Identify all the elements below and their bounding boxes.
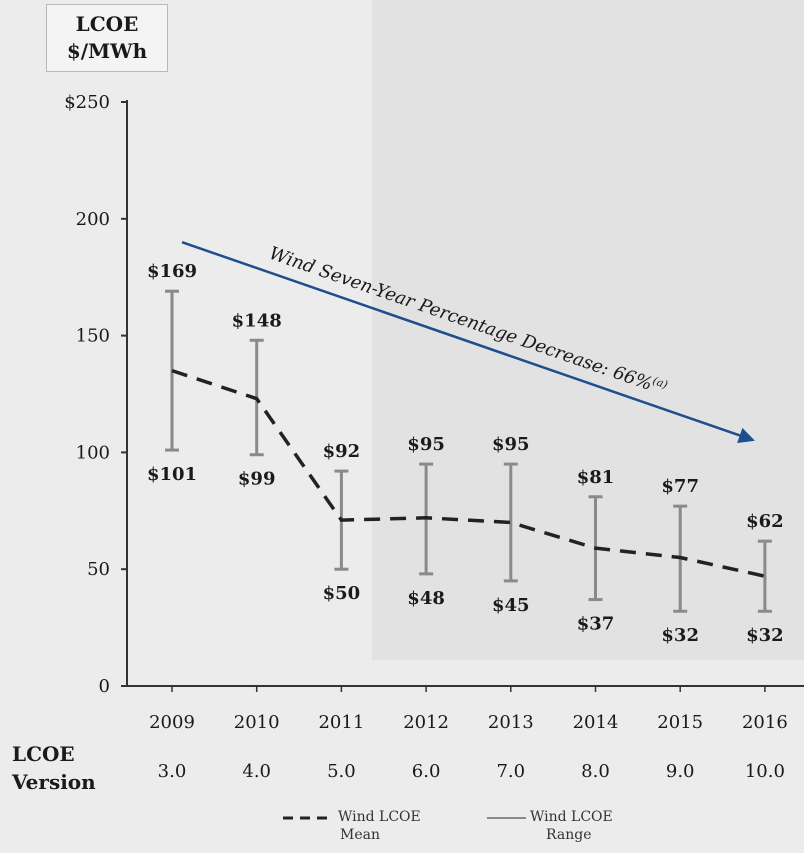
version-label: 10.0 [745, 761, 785, 782]
data-labels: $169 $101 $148 $99 $92 $50 $95 $48 $95 $45 $81 $37 $… [147, 261, 784, 646]
x-tick-label: 2010 [234, 712, 280, 733]
high-value-label: $169 [147, 261, 197, 282]
low-value-label: $32 [661, 625, 699, 646]
unit-label-line1: LCOE [75, 12, 139, 36]
x-tick-label: 2013 [488, 712, 534, 733]
version-label: 6.0 [412, 761, 441, 782]
y-tick-label: $250 [64, 92, 110, 113]
y-tick-label: 150 [76, 326, 110, 347]
high-value-label: $77 [661, 476, 699, 497]
low-value-label: $50 [323, 583, 361, 604]
version-title-line1: LCOE [12, 742, 75, 766]
low-value-label: $101 [147, 464, 197, 485]
low-value-label: $48 [407, 588, 445, 609]
version-label: 4.0 [242, 761, 271, 782]
unit-label-line2: $/MWh [66, 39, 148, 63]
axes: $250 200 150 100 50 0 2009 3.0 2010 4.0 2011 5.0 201… [64, 92, 804, 782]
high-value-label: $95 [407, 434, 445, 455]
trend-annotation: Wind Seven-Year Percentage Decrease: 66%… [266, 242, 669, 400]
high-value-label: $81 [577, 467, 615, 488]
trend-arrowhead [737, 427, 755, 444]
mean-line [171, 368, 766, 578]
low-value-label: $37 [577, 614, 615, 635]
low-value-label: $32 [746, 625, 784, 646]
x-tick-label: 2015 [657, 712, 703, 733]
y-tick-label: 100 [76, 442, 110, 463]
version-label: 3.0 [158, 761, 187, 782]
version-label: 7.0 [496, 761, 525, 782]
high-value-label: $92 [323, 441, 361, 462]
legend-mean-label: Wind LCOE Mean [338, 808, 421, 844]
high-value-label: $62 [746, 511, 784, 532]
unit-label-box: LCOE $/MWh [46, 4, 168, 72]
high-value-label: $95 [492, 434, 530, 455]
legend-range-label: Wind LCOE Range [530, 808, 613, 844]
x-tick-label: 2009 [149, 712, 195, 733]
x-tick-label: 2012 [403, 712, 449, 733]
version-label: 8.0 [581, 761, 610, 782]
range-bars [165, 289, 772, 613]
mean-line-group [171, 368, 766, 578]
trend-annotation-footnote: (a) [651, 374, 670, 391]
y-tick-label: 200 [76, 209, 110, 230]
version-title-line2: Version [12, 770, 96, 794]
background-panel [372, 0, 804, 660]
x-tick-label: 2014 [573, 712, 619, 733]
legend-range-line2: Range [546, 827, 592, 843]
version-label: 9.0 [666, 761, 695, 782]
legend-mean-line1: Wind LCOE [338, 809, 421, 825]
low-value-label: $99 [238, 469, 276, 490]
x-tick-label: 2011 [318, 712, 364, 733]
y-tick-label: 0 [99, 676, 110, 697]
high-value-label: $148 [232, 310, 282, 331]
legend-range-line1: Wind LCOE [530, 809, 613, 825]
y-tick-label: 50 [87, 559, 110, 580]
low-value-label: $45 [492, 595, 530, 616]
legend-mean-line2: Mean [340, 827, 380, 843]
trend-arrow-line [181, 240, 741, 437]
version-title: LCOE Version [12, 740, 96, 796]
version-label: 5.0 [327, 761, 356, 782]
x-tick-label: 2016 [742, 712, 788, 733]
